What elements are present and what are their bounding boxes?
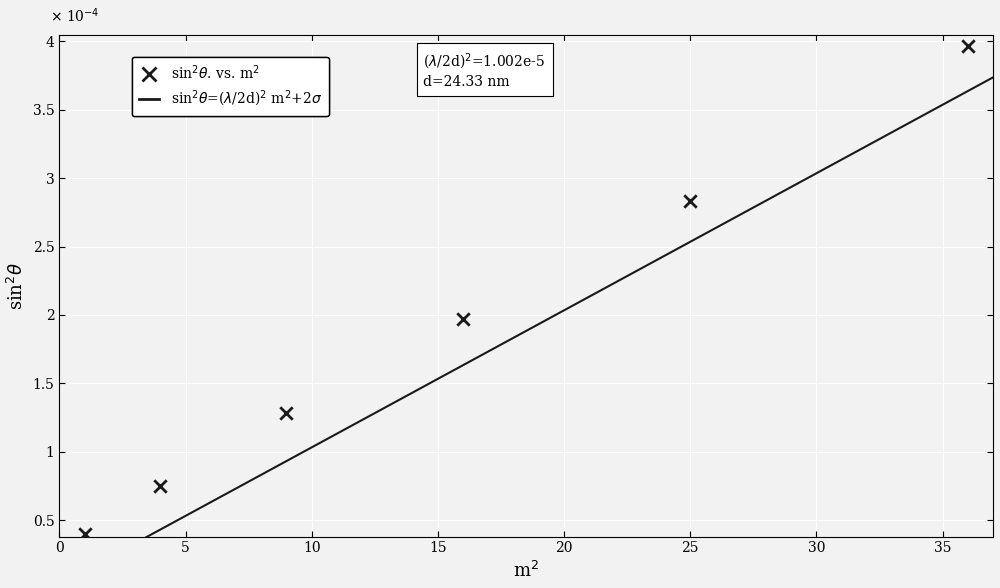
Point xyxy=(682,197,698,206)
Text: ($\lambda$/2d)$^2$=1.002e-5
d=24.33 nm: ($\lambda$/2d)$^2$=1.002e-5 d=24.33 nm xyxy=(423,52,546,89)
X-axis label: m$^2$: m$^2$ xyxy=(513,561,539,581)
Point xyxy=(278,409,294,418)
Point xyxy=(960,41,976,50)
Text: $\times$ 10$^{-4}$: $\times$ 10$^{-4}$ xyxy=(50,6,100,25)
Point xyxy=(152,481,168,490)
Y-axis label: sin$^2\theta$: sin$^2\theta$ xyxy=(7,262,27,309)
Legend: sin$^2\theta$. vs. m$^2$, sin$^2\theta$=($\lambda$/2d)$^2$ m$^2$+2$\sigma$: sin$^2\theta$. vs. m$^2$, sin$^2\theta$=… xyxy=(132,56,329,116)
Point xyxy=(77,529,93,539)
Point xyxy=(455,315,471,324)
